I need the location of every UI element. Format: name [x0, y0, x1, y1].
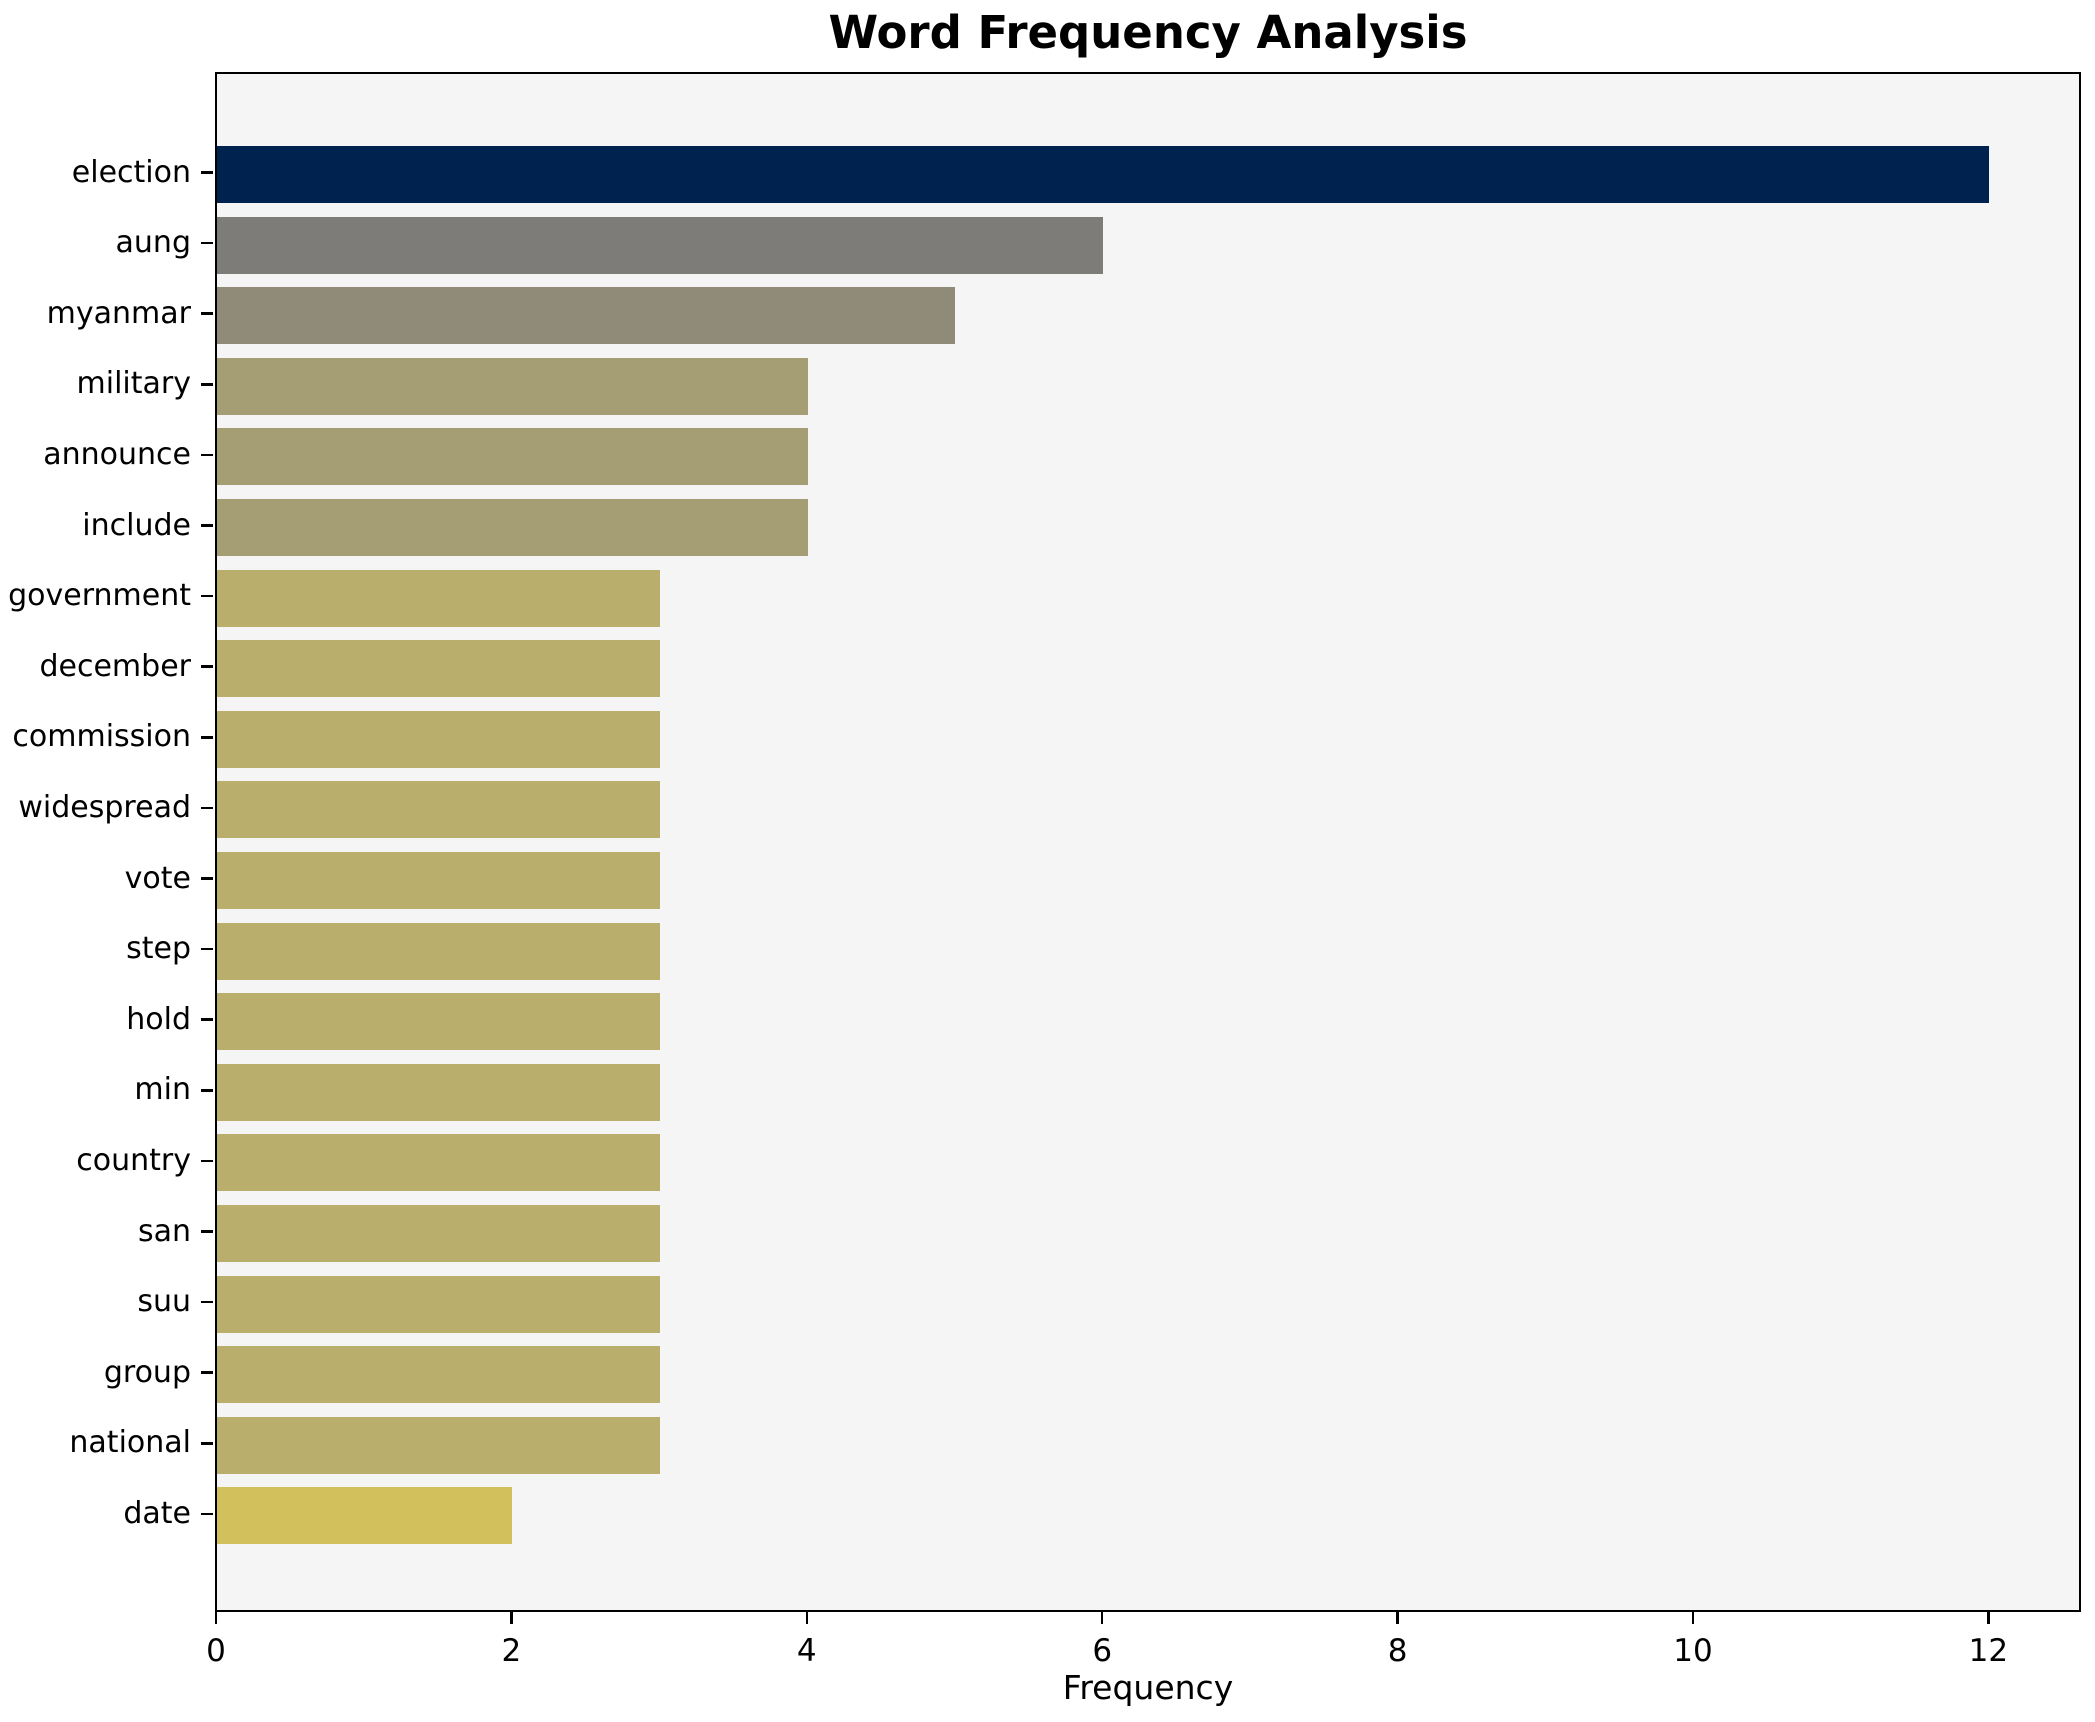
y-tick-label-national: national [69, 1425, 191, 1461]
y-tick-mark [201, 241, 213, 245]
bar-national [217, 1416, 661, 1474]
x-tick-label-8: 8 [1387, 1633, 1408, 1669]
y-tick-mark [201, 594, 213, 598]
bar-country [217, 1134, 661, 1192]
x-tick-mark [1396, 1612, 1399, 1624]
y-tick-mark [201, 171, 213, 174]
bar-military [217, 357, 808, 415]
bar-widespread [217, 781, 661, 839]
y-tick-mark [201, 524, 213, 527]
y-tick-mark [201, 1371, 213, 1374]
y-tick-label-myanmar: myanmar [46, 295, 191, 331]
bar-san [217, 1205, 661, 1262]
bar-min [217, 1063, 661, 1121]
y-tick-label-election: election [71, 154, 191, 190]
y-tick-mark [201, 1512, 213, 1516]
x-tick-label-6: 6 [1092, 1633, 1113, 1669]
y-tick-mark [201, 1230, 213, 1233]
y-tick-label-group: group [103, 1354, 191, 1390]
x-tick-label-2: 2 [501, 1633, 522, 1669]
y-tick-label-include: include [82, 507, 191, 543]
bar-announce [217, 428, 808, 486]
x-tick-label-10: 10 [1673, 1633, 1713, 1669]
x-tick-mark [1987, 1612, 1990, 1624]
y-tick-mark [201, 1300, 213, 1304]
bar-election [217, 146, 1990, 203]
bar-date [217, 1487, 513, 1545]
x-axis-title: Frequency [1062, 1668, 1234, 1707]
y-tick-label-date: date [123, 1495, 191, 1531]
bar-step [217, 922, 661, 980]
y-tick-label-min: min [134, 1072, 191, 1108]
plot-area [215, 72, 2081, 1612]
bar-vote [217, 852, 661, 909]
y-tick-label-country: country [76, 1142, 191, 1178]
x-tick-mark [1100, 1612, 1104, 1624]
y-tick-label-december: december [39, 648, 191, 684]
y-tick-label-widespread: widespread [18, 789, 191, 825]
bar-december [217, 640, 661, 698]
y-tick-label-step: step [126, 931, 191, 967]
y-tick-label-suu: suu [137, 1284, 191, 1320]
y-tick-mark [201, 383, 213, 386]
y-tick-label-government: government [8, 578, 191, 614]
x-tick-mark [510, 1612, 513, 1624]
chart-title: Word Frequency Analysis [828, 6, 1468, 59]
y-tick-mark [201, 1018, 213, 1021]
y-tick-mark [201, 312, 213, 315]
y-tick-label-aung: aung [115, 225, 191, 261]
x-tick-mark [1691, 1612, 1695, 1624]
x-tick-label-4: 4 [796, 1633, 817, 1669]
bar-government [217, 569, 661, 627]
y-tick-label-san: san [137, 1213, 191, 1249]
y-tick-label-commission: commission [12, 719, 191, 755]
y-tick-mark [201, 806, 213, 810]
bar-include [217, 499, 808, 556]
y-tick-mark [201, 665, 213, 668]
x-tick-label-0: 0 [206, 1633, 226, 1669]
y-tick-mark [201, 1442, 213, 1445]
y-tick-mark [201, 1089, 213, 1092]
y-tick-mark [201, 947, 213, 951]
y-tick-mark [201, 453, 213, 457]
x-tick-mark [214, 1612, 218, 1624]
bar-hold [217, 993, 661, 1051]
bar-suu [217, 1275, 661, 1333]
bar-group [217, 1346, 661, 1404]
y-tick-mark [201, 736, 213, 739]
y-tick-mark [201, 877, 213, 880]
y-tick-label-military: military [76, 366, 191, 402]
bar-commission [217, 710, 661, 768]
y-tick-label-hold: hold [126, 1001, 191, 1037]
y-tick-label-vote: vote [124, 860, 191, 896]
y-tick-label-announce: announce [43, 436, 191, 472]
y-tick-mark [201, 1159, 213, 1163]
x-tick-mark [805, 1612, 809, 1624]
bar-aung [217, 216, 1104, 274]
bar-myanmar [217, 287, 956, 345]
x-tick-label-12: 12 [1968, 1633, 2009, 1669]
